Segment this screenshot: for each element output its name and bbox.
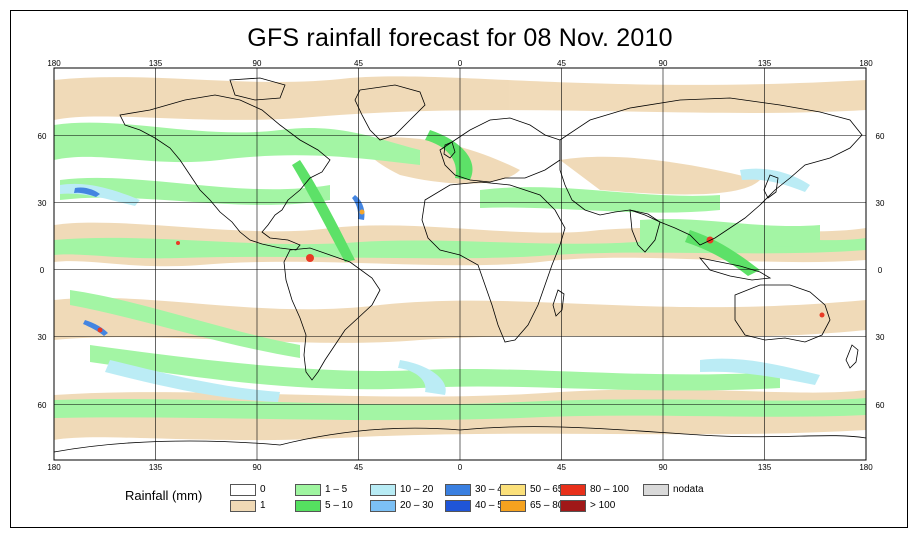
map-border: [53, 67, 867, 461]
legend-label: nodata: [673, 484, 704, 495]
top-lon-label: 45: [557, 59, 566, 68]
legend-label: 30 – 40: [475, 484, 509, 495]
japan-outline: [763, 174, 779, 199]
right-lat-label: 60: [876, 132, 885, 141]
left-lat-label: 60: [38, 132, 47, 141]
right-lat-label: 60: [876, 401, 885, 410]
bottom-lon-label: 135: [758, 463, 772, 472]
top-lon-label: 0: [458, 59, 463, 68]
new-zealand-outline: [845, 344, 859, 369]
bottom-lon-label: 180: [859, 463, 873, 472]
bottom-lon-label: 135: [149, 463, 163, 472]
legend-swatch: [643, 484, 669, 496]
legend-swatch: [230, 484, 256, 496]
legend-swatch: [370, 500, 396, 512]
bottom-lon-label: 180: [47, 463, 61, 472]
bottom-lon-label: 45: [354, 463, 363, 472]
legend-label: 80 – 100: [590, 484, 629, 495]
right-lat-label: 30: [876, 333, 885, 342]
legend-swatch: [445, 484, 471, 496]
uk-outline: [443, 141, 456, 159]
bottom-lon-label: 45: [557, 463, 566, 472]
graticule: [54, 68, 866, 460]
legend-label: 50 – 65: [530, 484, 564, 495]
legend-label: 1 – 5: [325, 484, 348, 495]
legend-swatch: [560, 500, 586, 512]
left-lat-label: 60: [38, 401, 47, 410]
africa-outline: [421, 181, 566, 343]
legend-swatch: [295, 500, 321, 512]
top-lon-label: 180: [859, 59, 873, 68]
india-outline: [629, 209, 661, 253]
madagascar-outline: [552, 289, 565, 317]
legend-label: 65 – 80: [530, 500, 564, 511]
legend-swatch: [370, 484, 396, 496]
legend-swatch: [500, 500, 526, 512]
bottom-lon-label: 0: [458, 463, 463, 472]
left-lat-label: 0: [40, 266, 45, 275]
asia-outline: [559, 97, 863, 246]
bottom-lon-label: 90: [659, 463, 668, 472]
legend-label: 1: [260, 500, 266, 511]
legend-label: 40 – 50: [475, 500, 509, 511]
bottom-lon-label: 90: [253, 463, 262, 472]
legend-swatch: [500, 484, 526, 496]
right-lat-label: 0: [878, 266, 883, 275]
legend-label: 5 – 10: [325, 500, 353, 511]
figure-frame: [10, 10, 908, 528]
top-lon-label: 45: [354, 59, 363, 68]
arctic-islands-outline: [229, 77, 286, 101]
indonesia-outline: [698, 257, 772, 281]
left-lat-label: 30: [38, 333, 47, 342]
legend-swatch: [230, 500, 256, 512]
map-title: GFS rainfall forecast for 08 Nov. 2010: [247, 24, 673, 52]
legend-swatch: [295, 484, 321, 496]
south-america-outline: [283, 247, 381, 381]
left-lat-label: 30: [38, 199, 47, 208]
legend: Rainfall (mm) 0 1 1 – 5 5 – 10 10 – 20 20 – 3…: [125, 484, 885, 518]
legend-label: > 100: [590, 500, 616, 511]
legend-swatch: [560, 484, 586, 496]
top-lon-label: 135: [758, 59, 772, 68]
top-lon-label: 135: [149, 59, 163, 68]
australia-outline: [734, 284, 831, 343]
top-lon-label: 180: [47, 59, 61, 68]
legend-label: 10 – 20: [400, 484, 434, 495]
north-america-outline: [119, 94, 331, 251]
top-lon-label: 90: [659, 59, 668, 68]
legend-label: 0: [260, 484, 266, 495]
right-lat-label: 30: [876, 199, 885, 208]
greenland-outline: [354, 84, 426, 141]
legend-swatch: [445, 500, 471, 512]
tick-labels: 180 135 90 45 0 45 90 135 180 180 135 90…: [38, 59, 885, 472]
top-lon-label: 90: [253, 59, 262, 68]
legend-label: 20 – 30: [400, 500, 434, 511]
legend-title: Rainfall (mm): [125, 488, 203, 503]
map-area: [54, 68, 866, 460]
